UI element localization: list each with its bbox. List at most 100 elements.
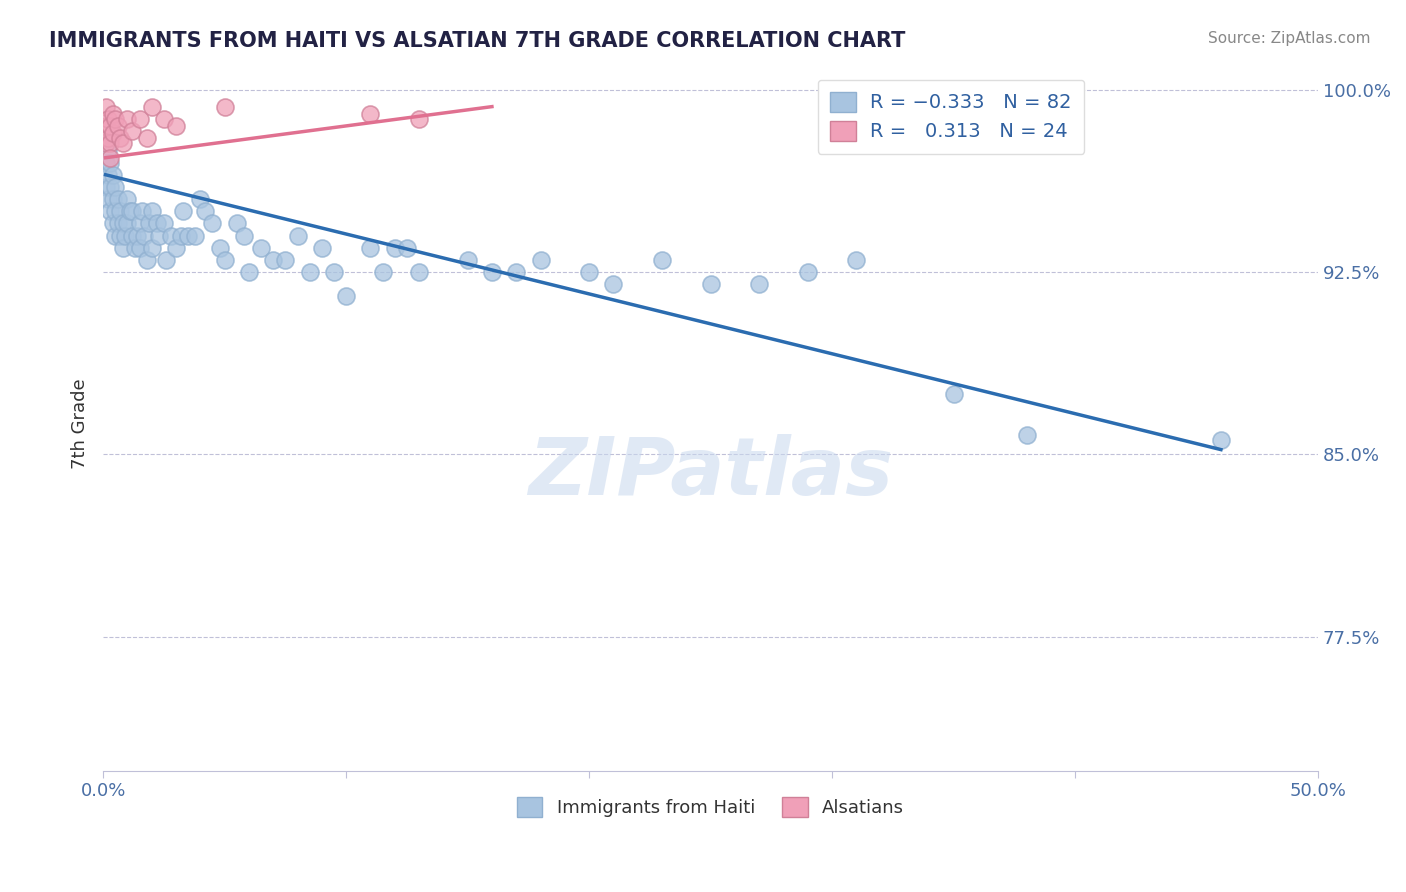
Point (748, 277, 770, 292)
Point (141, 241, 163, 255)
Point (97, 112, 120, 126)
Point (128, 241, 150, 255)
Point (108, 228, 131, 243)
Point (101, 168, 124, 182)
Point (128, 112, 150, 126)
Point (323, 265, 346, 279)
Point (153, 112, 176, 126)
Text: Source: ZipAtlas.com: Source: ZipAtlas.com (1208, 31, 1371, 46)
Point (155, 252, 177, 267)
Point (138, 216, 160, 230)
Point (145, 216, 167, 230)
Point (505, 265, 527, 279)
Point (172, 204, 194, 219)
Point (111, 241, 134, 255)
Point (94, 119, 117, 133)
Point (97, 168, 120, 182)
Point (201, 216, 224, 230)
Point (214, 100, 236, 114)
Point (111, 136, 134, 150)
Point (194, 204, 217, 219)
Point (177, 228, 200, 243)
Text: IMMIGRANTS FROM HAITI VS ALSATIAN 7TH GRADE CORRELATION CHART: IMMIGRANTS FROM HAITI VS ALSATIAN 7TH GR… (49, 31, 905, 51)
Point (111, 216, 134, 230)
Point (214, 252, 236, 267)
Point (94, 136, 117, 150)
Point (100, 180, 122, 194)
Point (101, 216, 124, 230)
Point (160, 228, 183, 243)
Point (287, 228, 309, 243)
Point (131, 204, 153, 219)
Point (94, 180, 117, 194)
Point (100, 155, 122, 169)
Point (395, 241, 418, 255)
Point (165, 119, 187, 133)
Point (94, 100, 117, 114)
Point (699, 277, 721, 292)
Point (100, 151, 122, 165)
Point (233, 228, 256, 243)
Point (942, 386, 965, 401)
Point (148, 228, 170, 243)
Point (117, 216, 139, 230)
Point (107, 192, 129, 206)
Point (97, 144, 120, 158)
Point (104, 228, 127, 243)
Point (100, 136, 122, 150)
Point (651, 252, 673, 267)
Point (124, 241, 146, 255)
Point (94, 155, 117, 169)
Point (408, 112, 430, 126)
Point (238, 265, 260, 279)
Point (104, 112, 127, 126)
Point (371, 265, 394, 279)
Point (107, 216, 129, 230)
Point (128, 216, 150, 230)
Point (359, 107, 381, 121)
Point (104, 180, 127, 194)
Point (121, 124, 143, 138)
Point (118, 204, 141, 219)
Point (97, 131, 120, 145)
Point (127, 228, 149, 243)
Point (188, 192, 211, 206)
Point (529, 252, 551, 267)
Point (153, 216, 176, 230)
Point (135, 252, 157, 267)
Point (101, 192, 124, 206)
Point (262, 252, 284, 267)
Point (225, 216, 247, 230)
Point (797, 265, 820, 279)
Point (100, 119, 122, 133)
Point (335, 289, 357, 303)
Point (165, 241, 187, 255)
Point (1015, 428, 1038, 442)
Point (121, 228, 143, 243)
Point (108, 131, 131, 145)
Point (121, 204, 143, 219)
Point (311, 241, 333, 255)
Point (141, 100, 163, 114)
Point (384, 241, 406, 255)
Point (250, 241, 273, 255)
Point (104, 204, 127, 219)
Point (184, 228, 207, 243)
Point (141, 204, 163, 219)
Point (101, 107, 124, 121)
Point (170, 228, 193, 243)
Point (408, 265, 430, 279)
Point (359, 241, 381, 255)
Point (100, 204, 122, 219)
Point (602, 277, 624, 292)
Text: ZIPatlas: ZIPatlas (529, 434, 893, 512)
Point (117, 192, 139, 206)
Point (114, 228, 136, 243)
Point (1209, 433, 1232, 447)
Point (97, 192, 120, 206)
Point (457, 252, 479, 267)
Point (845, 252, 868, 267)
Point (100, 131, 122, 145)
Point (108, 204, 131, 219)
Point (134, 228, 156, 243)
